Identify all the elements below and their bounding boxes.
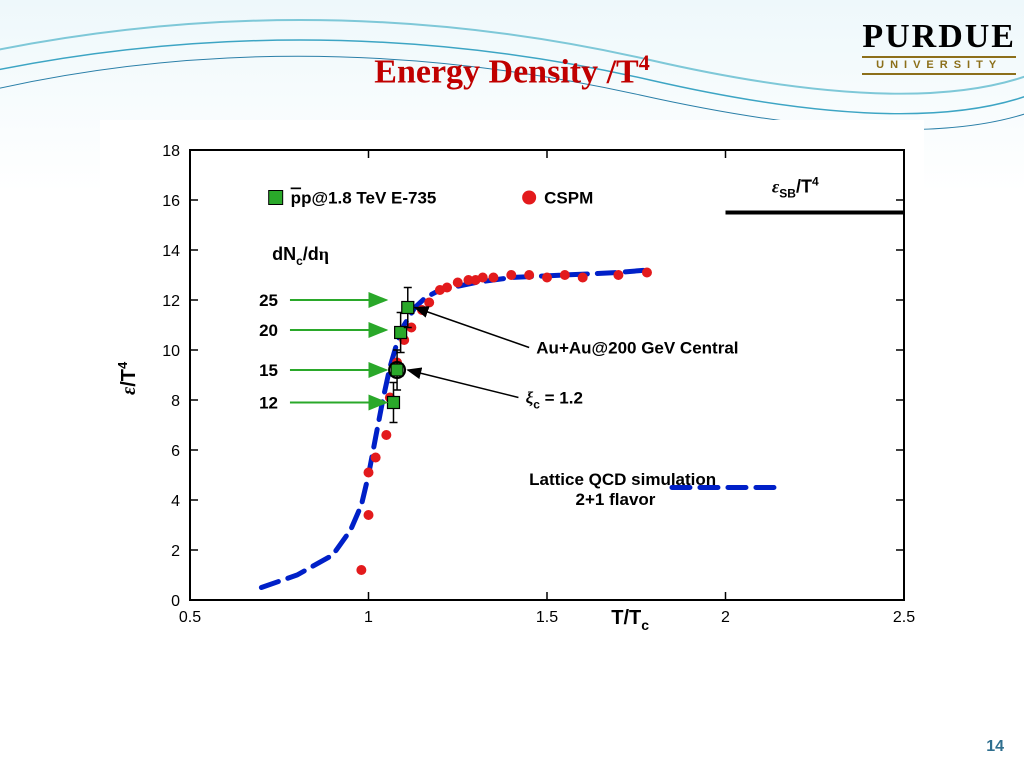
svg-text:ε/T4: ε/T4 — [115, 361, 140, 395]
svg-text:4: 4 — [171, 493, 180, 510]
svg-text:ξc = 1.2: ξc = 1.2 — [526, 389, 583, 412]
svg-text:0.5: 0.5 — [179, 609, 201, 626]
title-sup: 4 — [639, 50, 650, 75]
svg-text:2+1 flavor: 2+1 flavor — [576, 490, 656, 509]
title-main: Energy Density /T — [374, 53, 638, 90]
svg-text:2.5: 2.5 — [893, 609, 915, 626]
svg-text:18: 18 — [162, 143, 180, 160]
svg-text:pp@1.8 TeV E-735: pp@1.8 TeV E-735 — [291, 189, 437, 208]
svg-text:2: 2 — [721, 609, 730, 626]
svg-text:Au+Au@200 GeV Central: Au+Au@200 GeV Central — [536, 339, 738, 358]
svg-text:T/Tc: T/Tc — [611, 607, 649, 633]
svg-text:15: 15 — [259, 361, 278, 380]
chart-container: 0.5 1 1.5 2 2.5 0 2 4 6 8 10 12 14 16 18 T/Tc ε/T4 εSB/T4… — [100, 120, 924, 660]
svg-text:20: 20 — [259, 321, 278, 340]
svg-text:CSPM: CSPM — [544, 189, 593, 208]
svg-text:16: 16 — [162, 193, 180, 210]
svg-text:dNc/dη: dNc/dη — [272, 244, 329, 268]
svg-text:1.5: 1.5 — [536, 609, 558, 626]
svg-text:10: 10 — [162, 343, 180, 360]
svg-text:0: 0 — [171, 593, 180, 610]
svg-text:6: 6 — [171, 443, 180, 460]
chart-svg: 0.5 1 1.5 2 2.5 0 2 4 6 8 10 12 14 16 18 T/Tc ε/T4 εSB/T4… — [100, 120, 924, 660]
svg-text:12: 12 — [259, 394, 278, 413]
slide-title: Energy Density /T4 — [0, 50, 1024, 91]
svg-text:25: 25 — [259, 291, 278, 310]
svg-text:εSB/T4: εSB/T4 — [772, 175, 819, 201]
svg-text:2: 2 — [171, 543, 180, 560]
svg-text:1: 1 — [364, 609, 373, 626]
page-number: 14 — [986, 738, 1004, 756]
logo-text-top: PURDUE — [862, 20, 1016, 54]
svg-text:12: 12 — [162, 293, 180, 310]
slide: PURDUE UNIVERSITY Energy Density /T4 0.5… — [0, 0, 1024, 768]
svg-text:8: 8 — [171, 393, 180, 410]
svg-text:14: 14 — [162, 243, 180, 260]
